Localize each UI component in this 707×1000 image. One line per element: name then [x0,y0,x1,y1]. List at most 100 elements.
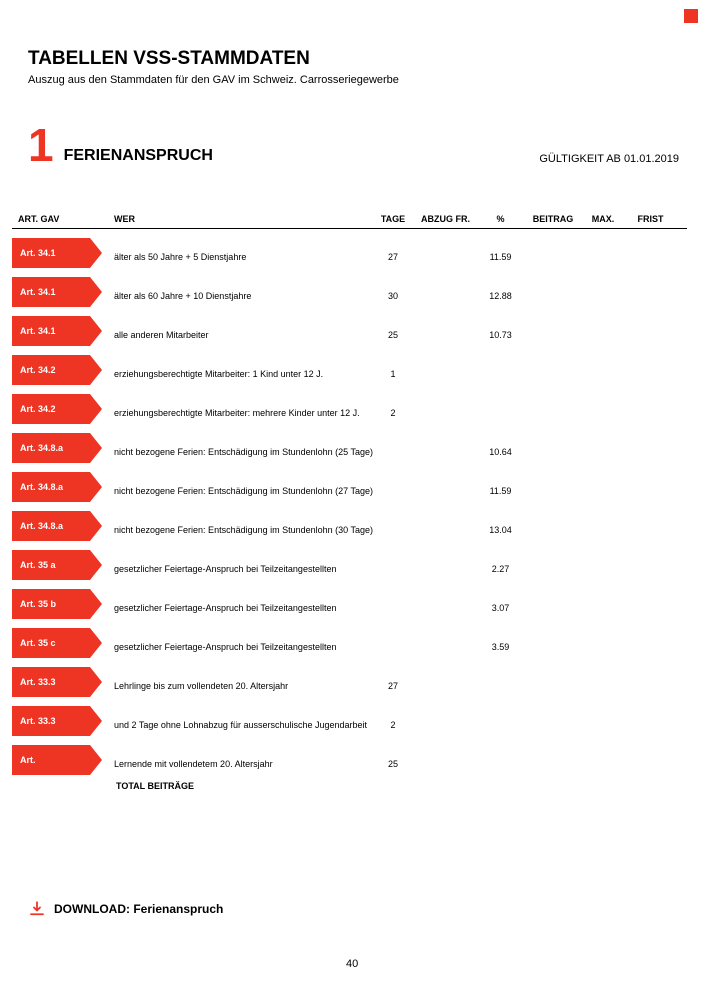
table-cell: nicht bezogene Ferien: Entschädigung im … [108,472,373,502]
table-cell [623,628,678,658]
table-cell: und 2 Tage ohne Lohnabzug für ausserschu… [108,706,373,736]
table-cell [583,355,623,385]
table-header-cell: WER [108,210,373,228]
table-cell [523,394,583,424]
table-cell: 11.59 [478,238,523,268]
table-cell [523,316,583,346]
table-cell [583,628,623,658]
download-link[interactable]: DOWNLOAD: Ferienanspruch [28,900,223,918]
section-title: FERIENANSPRUCH [64,147,213,165]
table-cell [623,433,678,463]
row-article-tab: Art. 34.1 [12,316,90,346]
table-cell: gesetzlicher Feiertage-Anspruch bei Teil… [108,628,373,658]
table-row: Art. 34.8.a nicht bezogene Ferien: Entsch… [12,472,687,502]
table-cell: alle anderen Mitarbeiter [108,316,373,346]
section-number: 1 [28,126,54,165]
table-cell [623,238,678,268]
table-cell [413,589,478,619]
table-cell [373,589,413,619]
table-row: Art. 35 c gesetzlicher Feiertage-Anspruch… [12,628,687,658]
table-row: Art. 34.1alle anderen Mitarbeiter2510.73 [12,316,687,346]
row-article-tab: Art. [12,745,90,775]
table-header-cell: TAGE [373,210,413,228]
table-cell [413,667,478,697]
row-article-tab: Art. 33.3 [12,667,90,697]
table-header-cell: ART. GAV [12,210,108,228]
page-number: 40 [346,958,358,970]
table-cell [623,394,678,424]
row-article-tab: Art. 34.2 [12,355,90,385]
table-cell [623,745,678,775]
table-cell [523,628,583,658]
table-cell [623,550,678,580]
table-cell [523,745,583,775]
row-article-tab: Art. 34.8.a [12,433,90,463]
table-cell: älter als 60 Jahre + 10 Dienstjahre [108,277,373,307]
table-row: Art. 34.1 älter als 60 Jahre + 10 Dienstj… [12,277,687,307]
table-cell: 12.88 [478,277,523,307]
table-cell [413,433,478,463]
row-article-tab: Art. 35 c [12,628,90,658]
download-label: DOWNLOAD: Ferienanspruch [54,902,223,916]
table-cell [523,238,583,268]
table-cell: 2.27 [478,550,523,580]
table-cell [413,628,478,658]
table-cell: Lernende mit vollendetem 20. Altersjahr [108,745,373,775]
table-cell [478,355,523,385]
row-article-tab: Art. 34.2 [12,394,90,424]
table-cell [413,277,478,307]
table-cell: 11.59 [478,472,523,502]
table-cell [413,472,478,502]
table-cell [413,238,478,268]
table-header-cell: BEITRAG [523,210,583,228]
table-cell [583,745,623,775]
table-cell [523,355,583,385]
table-cell [523,589,583,619]
table-row: Art. 34.2erziehungsberechtigte Mitarbeit… [12,355,687,385]
row-article-tab: Art. 34.1 [12,277,90,307]
table-cell: 1 [373,355,413,385]
table-cell: gesetzlicher Feiertage-Anspruch bei Teil… [108,550,373,580]
section-validity: GÜLTIGKEIT AB 01.01.2019 [539,153,679,165]
table-row: Art. 34.8.anicht bezogene Ferien: Entsch… [12,511,687,541]
table-cell: 3.59 [478,628,523,658]
header-title: TABELLEN VSS-STAMMDATEN [28,48,679,70]
table-row: Art. 33.3 und 2 Tage ohne Lohnabzug für a… [12,706,687,736]
table-cell: 2 [373,394,413,424]
table-cell: gesetzlicher Feiertage-Anspruch bei Teil… [108,589,373,619]
table-row: Art. 35 b gesetzlicher Feiertage-Anspruch… [12,589,687,619]
row-article-tab: Art. 33.3 [12,706,90,736]
table-cell [523,277,583,307]
table-cell: nicht bezogene Ferien: Entschädigung im … [108,511,373,541]
table-cell [413,355,478,385]
table-row: Art. 34.1älter als 50 Jahre + 5 Dienstja… [12,238,687,268]
page-header: TABELLEN VSS-STAMMDATEN Auszug aus den S… [28,48,679,165]
table-row: Art. Lernende mit vollendetem 20. Altersj… [12,745,687,775]
table-cell: 3.07 [478,589,523,619]
table-cell [523,433,583,463]
table-cell [623,316,678,346]
table-cell: 27 [373,667,413,697]
table-cell [623,355,678,385]
table-cell [413,511,478,541]
header-subtitle: Auszug aus den Stammdaten für den GAV im… [28,74,679,86]
table-cell: 10.64 [478,433,523,463]
table-cell [478,667,523,697]
corner-marker [684,9,698,23]
table-cell [623,667,678,697]
row-article-tab: Art. 34.8.a [12,472,90,502]
table-cell [583,667,623,697]
table-cell [373,511,413,541]
table-cell [373,472,413,502]
table-cell [523,511,583,541]
table-header-cell: MAX. [583,210,623,228]
table-cell [413,745,478,775]
table-cell [583,511,623,541]
table-row: Art. 33.3Lehrlinge bis zum vollendeten 2… [12,667,687,697]
row-article-tab: Art. 35 b [12,589,90,619]
table-cell [373,433,413,463]
table-cell [583,433,623,463]
table-cell [583,238,623,268]
table-cell [478,394,523,424]
table-row: Art. 34.8.anicht bezogene Ferien: Entsch… [12,433,687,463]
